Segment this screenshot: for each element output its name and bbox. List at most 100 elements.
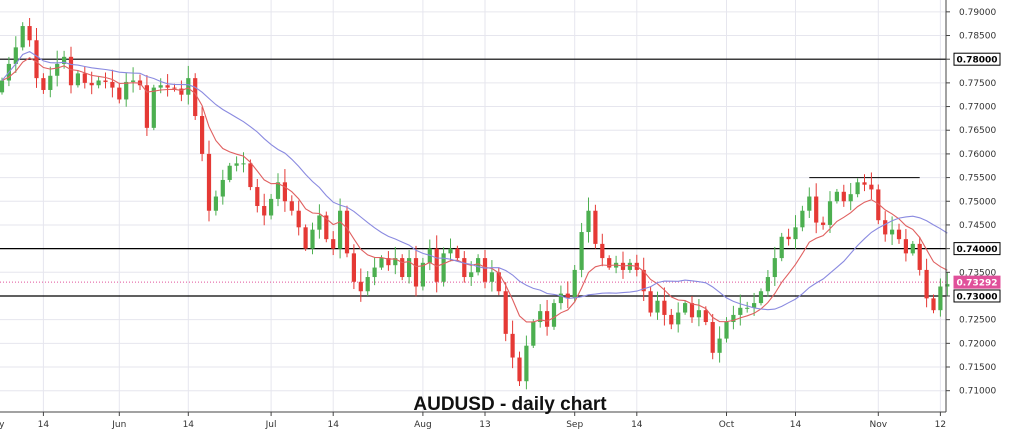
candle bbox=[144, 75, 149, 136]
candle bbox=[151, 84, 156, 131]
candle bbox=[896, 223, 902, 244]
y-tick-label: 0.77000 bbox=[959, 103, 996, 113]
candle bbox=[489, 260, 494, 292]
candle bbox=[441, 247, 446, 287]
candle bbox=[593, 204, 598, 249]
candle bbox=[648, 286, 653, 317]
candle bbox=[193, 73, 198, 120]
candle bbox=[117, 82, 122, 104]
y-tick-label: 0.75500 bbox=[959, 174, 996, 184]
candle bbox=[275, 173, 281, 207]
candle bbox=[331, 231, 336, 256]
candle bbox=[220, 169, 225, 205]
y-tick-label: 0.71000 bbox=[959, 387, 996, 397]
candle bbox=[20, 22, 25, 51]
candle bbox=[248, 159, 253, 191]
candle bbox=[158, 78, 163, 94]
candle bbox=[110, 69, 115, 98]
candle bbox=[710, 313, 715, 360]
candle bbox=[400, 254, 405, 281]
candle bbox=[641, 257, 646, 302]
candle bbox=[551, 299, 557, 330]
candle bbox=[565, 281, 570, 309]
candle bbox=[455, 245, 460, 261]
y-tick-label: 0.72000 bbox=[959, 339, 996, 349]
candle bbox=[910, 241, 915, 256]
candle bbox=[683, 300, 688, 315]
candle bbox=[434, 235, 439, 293]
candle bbox=[131, 67, 136, 93]
candle bbox=[945, 271, 950, 297]
candle bbox=[883, 211, 888, 242]
candle bbox=[586, 197, 591, 243]
x-tick-label: 14 bbox=[38, 420, 50, 430]
candle bbox=[524, 335, 529, 390]
y-tick-label: 0.76500 bbox=[959, 126, 996, 136]
x-tick-label: Nov bbox=[870, 420, 888, 430]
candle bbox=[172, 83, 177, 92]
candle bbox=[793, 215, 798, 249]
candle bbox=[821, 216, 826, 230]
level-price-label: 0.73000 bbox=[953, 289, 1001, 303]
candle bbox=[13, 36, 18, 73]
candle bbox=[413, 245, 419, 297]
candle bbox=[607, 255, 612, 270]
candle bbox=[779, 232, 784, 262]
x-tick-label: 14 bbox=[327, 420, 339, 430]
candle bbox=[786, 228, 791, 246]
candle bbox=[545, 299, 550, 336]
grid-lines bbox=[0, 0, 946, 412]
candle bbox=[27, 17, 32, 47]
candle bbox=[393, 246, 398, 275]
candle bbox=[96, 76, 101, 89]
candle bbox=[351, 244, 356, 290]
candle bbox=[358, 268, 363, 302]
candle bbox=[676, 302, 681, 333]
y-tick-label: 0.73500 bbox=[959, 268, 996, 278]
candle bbox=[496, 267, 501, 296]
candle bbox=[296, 200, 301, 236]
candle bbox=[752, 292, 757, 316]
candles bbox=[0, 17, 950, 390]
y-tick-label: 0.78500 bbox=[959, 32, 996, 42]
candle bbox=[124, 72, 129, 107]
candle bbox=[255, 179, 260, 213]
candle bbox=[344, 205, 350, 258]
level-price-label: 0.78000 bbox=[953, 52, 1001, 66]
svg-text:0.73000: 0.73000 bbox=[957, 292, 998, 302]
svg-text:0.73292: 0.73292 bbox=[957, 279, 998, 289]
candle bbox=[407, 250, 412, 284]
x-tick-label: 13 bbox=[479, 420, 490, 430]
y-tick-label: 0.79000 bbox=[959, 8, 996, 18]
candle bbox=[765, 270, 770, 297]
x-tick-label: May bbox=[0, 420, 5, 430]
x-tick-label: Jun bbox=[111, 420, 126, 430]
candle bbox=[338, 198, 343, 259]
candle bbox=[517, 351, 522, 386]
candle bbox=[669, 308, 674, 330]
candle bbox=[655, 291, 660, 320]
level-price-label: 0.74000 bbox=[953, 242, 1001, 256]
candle bbox=[800, 205, 805, 232]
candle bbox=[324, 211, 329, 243]
candle bbox=[234, 156, 239, 172]
candle bbox=[662, 287, 667, 326]
candle bbox=[848, 182, 853, 211]
y-tick-label: 0.75000 bbox=[959, 197, 996, 207]
candle bbox=[227, 162, 232, 183]
candle bbox=[758, 288, 764, 306]
fast-ma-line bbox=[1, 57, 948, 323]
x-tick-label: Aug bbox=[414, 420, 432, 430]
candle bbox=[503, 282, 508, 342]
candle bbox=[289, 195, 294, 216]
candle bbox=[510, 320, 515, 369]
y-tick-label: 0.72500 bbox=[959, 316, 996, 326]
candle bbox=[917, 236, 922, 276]
candle bbox=[572, 265, 577, 303]
candle bbox=[814, 183, 819, 234]
candle bbox=[827, 191, 833, 234]
x-tick-label: Sep bbox=[566, 420, 583, 430]
candle bbox=[482, 250, 488, 289]
candle bbox=[282, 169, 287, 212]
candle bbox=[75, 70, 80, 88]
